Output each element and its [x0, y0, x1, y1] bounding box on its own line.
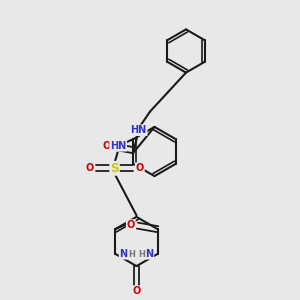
Text: O: O: [132, 286, 141, 296]
Text: H: H: [128, 250, 135, 259]
Text: O: O: [85, 163, 94, 173]
Text: O: O: [136, 163, 144, 173]
Text: N: N: [119, 249, 128, 259]
Text: H: H: [138, 250, 145, 259]
Text: O: O: [102, 141, 111, 152]
Text: HN: HN: [130, 125, 147, 135]
Text: S: S: [110, 162, 119, 175]
Text: N: N: [145, 249, 154, 259]
Text: HN: HN: [110, 141, 126, 151]
Text: O: O: [127, 220, 135, 230]
